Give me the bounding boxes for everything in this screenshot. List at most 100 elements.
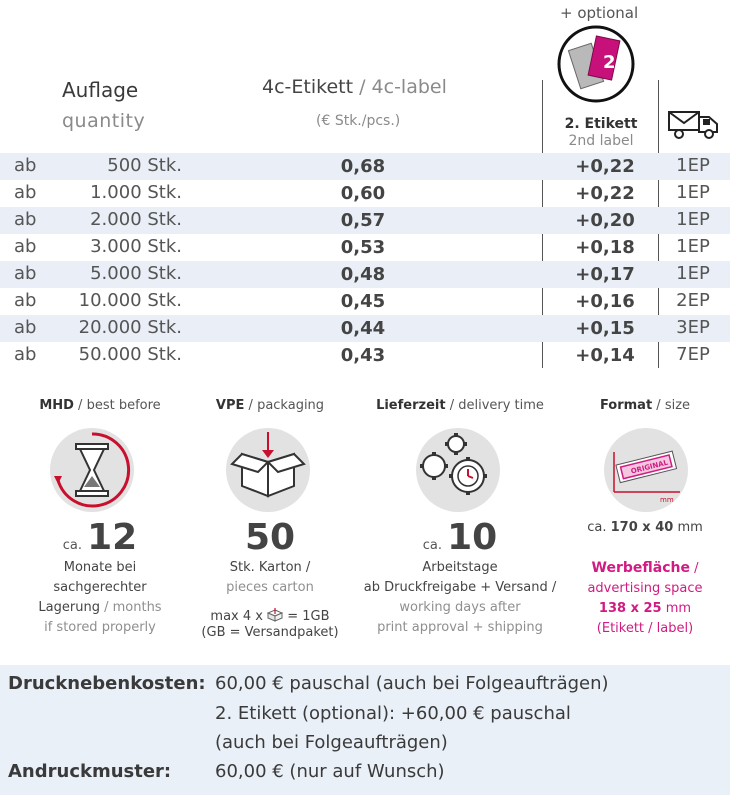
vpe-heading-en: packaging bbox=[257, 398, 325, 413]
row-prefix: ab bbox=[14, 155, 37, 176]
quantity-heading: Auflage bbox=[62, 78, 139, 102]
row-packages: 1EP bbox=[676, 263, 710, 284]
row-second-label-price: +0,17 bbox=[575, 264, 635, 285]
format-heading-en: size bbox=[664, 398, 691, 413]
row-prefix: ab bbox=[14, 344, 37, 365]
mhd-ca: ca. bbox=[62, 538, 83, 553]
label-heading: 4c-Etikett / 4c-label bbox=[262, 76, 447, 98]
proof-sample-value: 60,00 € (nur auf Wunsch) bbox=[215, 761, 445, 782]
vpe-gb-note: (GB = Versandpaket) bbox=[201, 625, 339, 640]
row-price: 0,48 bbox=[340, 264, 386, 285]
hourglass-icon bbox=[50, 428, 134, 512]
box-icon bbox=[226, 428, 310, 512]
mhd-line3-en: months bbox=[112, 600, 162, 615]
row-quantity: 2.000 Stk. bbox=[90, 209, 182, 230]
format-size-value: 170 x 40 bbox=[610, 520, 674, 535]
mhd-heading: MHD / best before bbox=[39, 398, 161, 413]
row-price: 0,60 bbox=[340, 183, 386, 204]
row-quantity: 20.000 Stk. bbox=[78, 317, 182, 338]
row-packages: 1EP bbox=[676, 182, 710, 203]
row-quantity: 5.000 Stk. bbox=[90, 263, 182, 284]
label-heading-de: 4c-Etikett bbox=[262, 76, 354, 98]
row-second-label-price: +0,22 bbox=[575, 183, 635, 204]
mhd-heading-de: MHD bbox=[39, 398, 74, 413]
delivery-line3: working days after bbox=[399, 600, 521, 615]
row-quantity: 10.000 Stk. bbox=[78, 290, 182, 311]
delivery-number-line: ca. 10 bbox=[365, 518, 555, 558]
table-row: ab 500 Stk. 0,68 +0,22 1EP bbox=[0, 153, 730, 180]
second-label-heading: 2. Etikett 2nd label bbox=[555, 116, 647, 150]
label-size-icon-unit: mm bbox=[660, 496, 674, 504]
row-prefix: ab bbox=[14, 236, 37, 257]
row-second-label-price: +0,22 bbox=[575, 156, 635, 177]
row-quantity: 3.000 Stk. bbox=[90, 236, 182, 257]
table-row: ab 20.000 Stk. 0,44 +0,15 3EP bbox=[0, 315, 730, 342]
row-prefix: ab bbox=[14, 182, 37, 203]
row-price: 0,53 bbox=[340, 237, 386, 258]
mhd-heading-en: best before bbox=[86, 398, 161, 413]
format-ad-unit: mm bbox=[665, 601, 692, 616]
row-packages: 2EP bbox=[676, 290, 710, 311]
delivery-line2: ab Druckfreigabe + Versand / bbox=[363, 580, 557, 595]
table-row: ab 3.000 Stk. 0,53 +0,18 1EP bbox=[0, 234, 730, 261]
table-row: ab 2.000 Stk. 0,57 +0,20 1EP bbox=[0, 207, 730, 234]
row-second-label-price: +0,20 bbox=[575, 210, 635, 231]
cost-footer: Drucknebenkosten: 60,00 € pauschal (auch… bbox=[0, 665, 730, 795]
vpe-line2: pieces carton bbox=[226, 580, 314, 595]
row-second-label-price: +0,18 bbox=[575, 237, 635, 258]
setup-cost-value: 60,00 € pauschal (auch bei Folgeaufträge… bbox=[215, 673, 609, 694]
optional-note: + optional bbox=[560, 4, 639, 22]
table-row: ab 5.000 Stk. 0,48 +0,17 1EP bbox=[0, 261, 730, 288]
row-prefix: ab bbox=[14, 209, 37, 230]
mhd-line4: if stored properly bbox=[44, 620, 156, 635]
vpe-max-pre: max 4 x bbox=[210, 609, 263, 624]
vpe-line1: Stk. Karton / bbox=[229, 560, 311, 575]
second-label-cost-value: 2. Etikett (optional): +60,00 € pauschal bbox=[215, 703, 571, 724]
delivery-ca: ca. bbox=[422, 538, 443, 553]
setup-cost-label: Drucknebenkosten: bbox=[8, 673, 206, 694]
row-prefix: ab bbox=[14, 317, 37, 338]
gears-clock-icon bbox=[416, 428, 500, 512]
row-quantity: 500 Stk. bbox=[107, 155, 182, 176]
vpe-heading-de: VPE bbox=[215, 398, 245, 413]
row-packages: 7EP bbox=[676, 344, 710, 365]
price-table: ab 500 Stk. 0,68 +0,22 1EP ab 1.000 Stk.… bbox=[0, 153, 730, 369]
row-second-label-price: +0,15 bbox=[575, 318, 635, 339]
row-second-label-price: +0,14 bbox=[575, 345, 635, 366]
vpe-number: 50 bbox=[244, 517, 296, 558]
vpe-max-post: = 1GB bbox=[287, 609, 330, 624]
format-heading: Format / size bbox=[599, 398, 691, 413]
format-size: ca. 170 x 40 mm bbox=[570, 518, 720, 538]
vpe-description: Stk. Karton / pieces carton bbox=[180, 558, 360, 598]
label-heading-en: 4c-label bbox=[371, 76, 447, 98]
delivery-heading: Lieferzeit / delivery time bbox=[376, 398, 544, 413]
shipping-truck-icon bbox=[668, 111, 718, 139]
table-row: ab 1.000 Stk. 0,60 +0,22 1EP bbox=[0, 180, 730, 207]
row-packages: 3EP bbox=[676, 317, 710, 338]
second-label-badge-icon: 2 bbox=[557, 25, 635, 103]
label-heading-sep: / bbox=[353, 76, 372, 98]
row-price: 0,45 bbox=[340, 291, 386, 312]
delivery-description: Arbeitstage ab Druckfreigabe + Versand /… bbox=[345, 558, 575, 638]
row-prefix: ab bbox=[14, 263, 37, 284]
label-size-icon: ORIGINAL mm bbox=[604, 428, 688, 512]
row-price: 0,44 bbox=[340, 318, 386, 339]
mhd-line1: Monate bei bbox=[63, 560, 137, 575]
row-quantity: 1.000 Stk. bbox=[90, 182, 182, 203]
small-box-icon bbox=[266, 608, 284, 622]
delivery-line4: print approval + shipping bbox=[377, 620, 543, 635]
row-packages: 1EP bbox=[676, 236, 710, 257]
second-label-en: 2nd label bbox=[568, 133, 634, 149]
row-prefix: ab bbox=[14, 290, 37, 311]
mhd-number: 12 bbox=[87, 517, 138, 558]
vpe-max-note: max 4 x = 1GB (GB = Versandpaket) bbox=[180, 608, 360, 641]
row-price: 0,43 bbox=[340, 345, 386, 366]
format-advertising: Werbefläche / advertising space 138 x 25… bbox=[560, 558, 730, 639]
format-size-unit: mm bbox=[677, 520, 703, 535]
row-packages: 1EP bbox=[676, 155, 710, 176]
mhd-description: Monate bei sachgerechter Lagerung / mont… bbox=[10, 558, 190, 638]
delivery-number: 10 bbox=[447, 517, 498, 558]
mhd-line2: sachgerechter bbox=[53, 580, 147, 595]
mhd-number-line: ca. 12 bbox=[20, 518, 180, 558]
second-label-de: 2. Etikett bbox=[564, 116, 638, 132]
